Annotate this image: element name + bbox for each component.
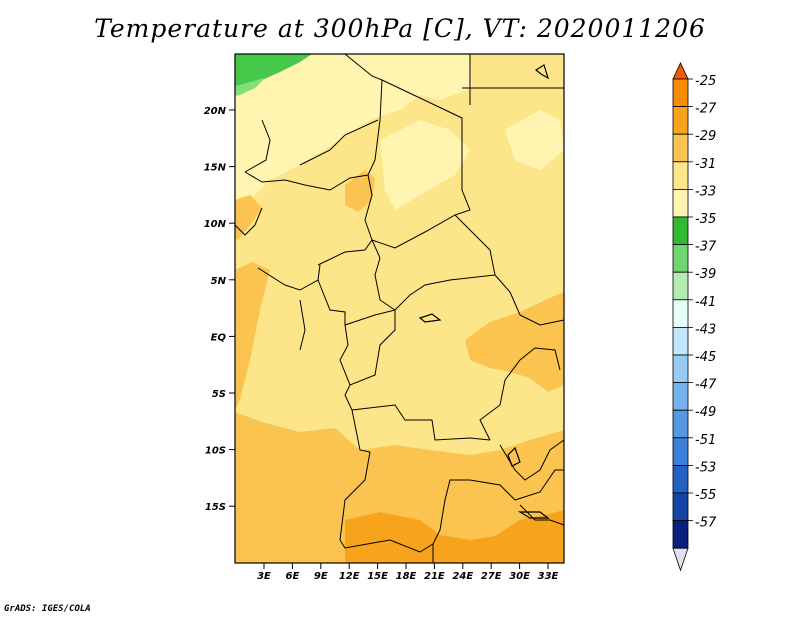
colorbar-swatch bbox=[672, 409, 689, 439]
lon-tick-label: 33E bbox=[538, 571, 559, 582]
temp-band--35 bbox=[235, 54, 472, 210]
colorbar-label: -53 bbox=[695, 460, 716, 475]
temp-band--39 bbox=[235, 78, 265, 96]
border-13 bbox=[339, 310, 396, 386]
lat-tick-label: 10N bbox=[204, 219, 227, 230]
colorbar-label: -45 bbox=[695, 350, 716, 365]
border-24 bbox=[234, 207, 263, 236]
colorbar-swatch bbox=[672, 78, 689, 108]
lon-tick-label: 21E bbox=[424, 571, 445, 582]
colorbar-swatch bbox=[672, 133, 689, 163]
lon-tick-label: 9E bbox=[314, 571, 328, 582]
colorbar-label: -47 bbox=[695, 378, 717, 393]
lat-tick-label: 5S bbox=[212, 389, 226, 400]
border-26 bbox=[299, 299, 306, 351]
colorbar-label: -39 bbox=[695, 267, 716, 282]
colorbar: -25 -27 -29 -31 -33 -35 -37 -39 -41 -43 -45 -47 -49 -… bbox=[672, 62, 717, 572]
temp-band--31 bbox=[235, 412, 564, 563]
border-18 bbox=[339, 539, 434, 563]
lon-tick-label: 12E bbox=[339, 571, 360, 582]
colorbar-swatch bbox=[672, 244, 689, 273]
temperature-field bbox=[235, 54, 564, 563]
colorbar-swatch bbox=[672, 464, 689, 494]
colorbar-swatch bbox=[672, 382, 689, 411]
border-4 bbox=[244, 119, 271, 173]
colorbar-top-arrow bbox=[672, 62, 689, 80]
colorbar-label: -57 bbox=[695, 516, 717, 531]
temp-band--35 bbox=[505, 110, 564, 170]
lake-2 bbox=[507, 446, 521, 467]
colorbar-label: -31 bbox=[695, 157, 716, 172]
credit-label: GrADS: IGES/COLA bbox=[4, 604, 91, 614]
border-22 bbox=[509, 291, 565, 326]
colorbar-swatch bbox=[672, 271, 689, 301]
colorbar-label: -37 bbox=[695, 240, 717, 255]
lon-tick-label: 27E bbox=[481, 571, 502, 582]
border-23 bbox=[504, 347, 561, 381]
temp-band--31 bbox=[235, 195, 262, 240]
colorbar-swatch bbox=[672, 161, 689, 190]
colorbar-label: -51 bbox=[695, 433, 716, 448]
colorbar-swatch bbox=[672, 188, 689, 218]
colorbar-label: -41 bbox=[695, 295, 716, 310]
colorbar-label: -43 bbox=[695, 322, 716, 337]
country-borders bbox=[234, 53, 565, 563]
border-16 bbox=[479, 379, 506, 441]
lon-tick-label: 30E bbox=[509, 571, 530, 582]
colorbar-label: -29 bbox=[695, 129, 716, 144]
lat-tick-label: 5N bbox=[211, 276, 227, 287]
colorbar-swatch bbox=[672, 106, 689, 135]
colorbar-swatch bbox=[672, 326, 689, 356]
lat-tick-label: 10S bbox=[205, 446, 226, 457]
border-7 bbox=[364, 174, 381, 259]
colorbar-swatch bbox=[672, 437, 689, 466]
border-1 bbox=[381, 79, 471, 216]
colorbar-bottom-arrow bbox=[672, 547, 689, 572]
lon-tick-label: 24E bbox=[452, 571, 473, 582]
colorbar-swatch bbox=[672, 216, 689, 246]
colorbar-swatch bbox=[672, 492, 689, 522]
map-frame bbox=[234, 53, 565, 564]
lat-tick-label: 15N bbox=[204, 163, 227, 174]
lon-tick-label: 3E bbox=[257, 571, 271, 582]
colorbar-label: -27 bbox=[695, 102, 717, 117]
border-5 bbox=[299, 119, 379, 166]
temp-band--35 bbox=[235, 80, 320, 175]
colorbar-label: -35 bbox=[695, 212, 716, 227]
border-6 bbox=[244, 171, 369, 191]
colorbar-swatch bbox=[672, 354, 689, 384]
lon-tick-label: 15E bbox=[367, 571, 388, 582]
lon-tick-label: 18E bbox=[396, 571, 417, 582]
border-15 bbox=[351, 404, 491, 441]
colorbar-swatch bbox=[672, 299, 689, 328]
temp-band--31 bbox=[235, 262, 270, 410]
colorbar-label: -49 bbox=[695, 405, 716, 420]
chart-title: Temperature at 300hPa [C], VT: 202001120… bbox=[94, 14, 706, 43]
lake-3 bbox=[517, 511, 550, 519]
border-17 bbox=[339, 451, 371, 541]
colorbar-label: -33 bbox=[695, 184, 716, 199]
border-11 bbox=[257, 264, 321, 291]
border-0 bbox=[344, 53, 383, 176]
lon-tick-label: 6E bbox=[286, 571, 300, 582]
latitude-axis: 20N 15N 10N 5N EQ 5S 10S 15S bbox=[204, 106, 235, 513]
lat-tick-label: 15S bbox=[205, 502, 226, 513]
temp-band--29 bbox=[495, 540, 540, 563]
temp-band--31 bbox=[345, 170, 375, 212]
temp-band--31 bbox=[465, 292, 564, 392]
border-20 bbox=[514, 469, 564, 501]
colorbar-label: -55 bbox=[695, 488, 716, 503]
border-19 bbox=[432, 479, 516, 545]
border-10 bbox=[317, 239, 373, 266]
colorbar-swatch bbox=[672, 520, 689, 549]
lat-tick-label: 20N bbox=[204, 106, 227, 117]
temp-band--35 bbox=[380, 120, 470, 210]
border-9 bbox=[374, 257, 496, 311]
colorbar-label: -25 bbox=[695, 74, 716, 89]
lat-tick-label: EQ bbox=[211, 332, 227, 343]
longitude-axis: 3E 6E 9E 12E 15E 18E 21E 24E 27E 30E 33E bbox=[257, 563, 559, 582]
lake-1 bbox=[418, 313, 442, 323]
lake-0 bbox=[534, 64, 550, 80]
